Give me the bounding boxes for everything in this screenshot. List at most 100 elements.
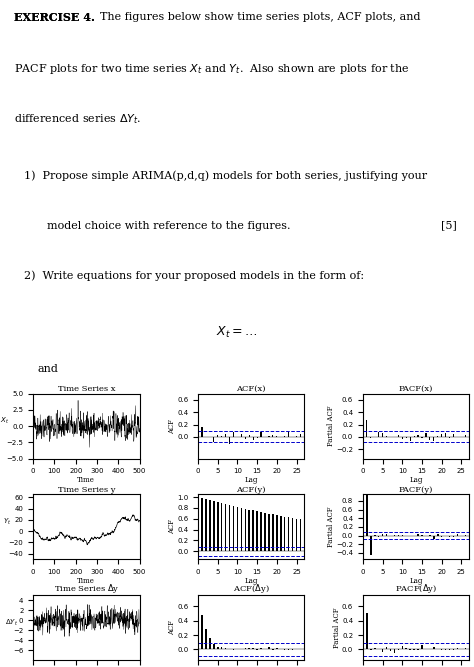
Bar bbox=[386, 647, 387, 650]
Bar bbox=[272, 435, 273, 437]
Bar bbox=[213, 437, 214, 442]
Bar bbox=[276, 515, 278, 552]
Bar bbox=[221, 504, 222, 552]
Bar bbox=[366, 493, 368, 536]
X-axis label: Time: Time bbox=[77, 576, 95, 584]
Bar bbox=[261, 432, 262, 437]
Bar bbox=[366, 420, 367, 437]
Bar bbox=[229, 437, 230, 444]
Bar bbox=[449, 437, 450, 438]
Bar bbox=[276, 436, 277, 437]
Bar bbox=[233, 506, 234, 552]
X-axis label: Lag: Lag bbox=[245, 476, 258, 484]
Bar bbox=[296, 519, 297, 552]
Text: [5]: [5] bbox=[441, 221, 456, 231]
Bar bbox=[209, 638, 210, 650]
Title: Time Series $\Delta$y: Time Series $\Delta$y bbox=[54, 582, 119, 595]
Bar bbox=[229, 505, 230, 552]
Bar bbox=[418, 436, 419, 437]
Bar bbox=[456, 534, 458, 536]
Bar bbox=[300, 434, 301, 437]
Bar bbox=[276, 648, 278, 650]
Text: 1)  Propose simple ARIMA(p,d,q) models for both series, justifying your: 1) Propose simple ARIMA(p,d,q) models fo… bbox=[24, 170, 427, 181]
Bar bbox=[248, 648, 250, 650]
Y-axis label: $\Delta Y_t$: $\Delta Y_t$ bbox=[5, 618, 18, 628]
Bar bbox=[225, 648, 227, 650]
Text: PACF plots for two time series $X_t$ and $Y_t$.  Also shown are plots for the: PACF plots for two time series $X_t$ and… bbox=[14, 62, 410, 76]
Bar bbox=[205, 629, 207, 650]
Bar bbox=[382, 534, 383, 536]
Bar bbox=[252, 510, 254, 552]
Y-axis label: $X_t$: $X_t$ bbox=[0, 416, 9, 426]
Bar bbox=[386, 436, 387, 437]
Bar bbox=[433, 536, 435, 539]
Bar bbox=[366, 614, 368, 650]
Y-axis label: ACF: ACF bbox=[168, 620, 176, 635]
Bar bbox=[382, 650, 383, 652]
Bar bbox=[421, 437, 423, 438]
Bar bbox=[225, 434, 226, 437]
Bar bbox=[213, 644, 215, 650]
Bar bbox=[393, 650, 395, 653]
Bar bbox=[378, 536, 380, 538]
Bar bbox=[300, 520, 301, 552]
Bar bbox=[248, 510, 250, 552]
Bar bbox=[197, 577, 199, 650]
Y-axis label: ACF: ACF bbox=[168, 520, 176, 534]
Y-axis label: Partial ACF: Partial ACF bbox=[333, 608, 340, 648]
Bar bbox=[421, 645, 423, 650]
Y-axis label: Partial ACF: Partial ACF bbox=[327, 507, 335, 547]
Text: and: and bbox=[38, 364, 59, 374]
Bar bbox=[201, 498, 203, 552]
Text: 2)  Write equations for your proposed models in the form of:: 2) Write equations for your proposed mod… bbox=[24, 271, 364, 281]
Bar bbox=[260, 512, 262, 552]
Bar bbox=[268, 514, 270, 552]
Bar bbox=[386, 534, 387, 536]
Bar bbox=[405, 648, 407, 650]
Bar bbox=[217, 647, 219, 650]
Bar bbox=[280, 516, 282, 552]
Bar bbox=[205, 500, 207, 552]
Bar bbox=[441, 434, 442, 437]
Bar bbox=[217, 502, 219, 552]
Bar bbox=[370, 437, 371, 438]
Bar bbox=[217, 435, 219, 437]
Bar bbox=[429, 648, 431, 650]
Bar bbox=[433, 647, 435, 650]
Bar bbox=[453, 536, 454, 537]
Text: EXERCISE 4.: EXERCISE 4. bbox=[14, 11, 95, 23]
Text: $Y_t = \ldots$: $Y_t = \ldots$ bbox=[217, 418, 257, 433]
Bar bbox=[225, 504, 227, 552]
Bar bbox=[198, 375, 199, 437]
Bar bbox=[201, 615, 203, 650]
Bar bbox=[245, 437, 246, 440]
Bar bbox=[284, 516, 285, 552]
Bar bbox=[288, 431, 289, 437]
Bar bbox=[201, 427, 202, 437]
Bar bbox=[370, 536, 372, 555]
Bar bbox=[449, 536, 450, 537]
Bar bbox=[465, 435, 466, 437]
Title: ACF($\Delta$y): ACF($\Delta$y) bbox=[233, 582, 270, 595]
Title: ACF(y): ACF(y) bbox=[237, 486, 266, 494]
Bar bbox=[197, 497, 199, 552]
Bar bbox=[245, 509, 246, 552]
Bar bbox=[252, 648, 254, 650]
Bar bbox=[256, 512, 258, 552]
Bar bbox=[221, 436, 222, 437]
Text: model choice with reference to the figures.: model choice with reference to the figur… bbox=[47, 221, 291, 231]
Y-axis label: $Y_t$: $Y_t$ bbox=[3, 517, 11, 527]
Bar bbox=[253, 437, 254, 440]
Text: The figures below show time series plots, ACF plots, and: The figures below show time series plots… bbox=[100, 11, 420, 21]
Bar bbox=[378, 432, 379, 437]
Bar bbox=[374, 648, 375, 650]
Bar bbox=[433, 437, 434, 440]
Bar bbox=[429, 437, 430, 440]
Y-axis label: ACF: ACF bbox=[168, 419, 176, 434]
Title: PACF(x): PACF(x) bbox=[399, 385, 433, 393]
Bar bbox=[245, 648, 246, 650]
Y-axis label: Partial ACF: Partial ACF bbox=[327, 406, 335, 446]
Bar bbox=[241, 434, 242, 437]
Bar bbox=[374, 535, 375, 536]
Bar bbox=[280, 649, 282, 650]
